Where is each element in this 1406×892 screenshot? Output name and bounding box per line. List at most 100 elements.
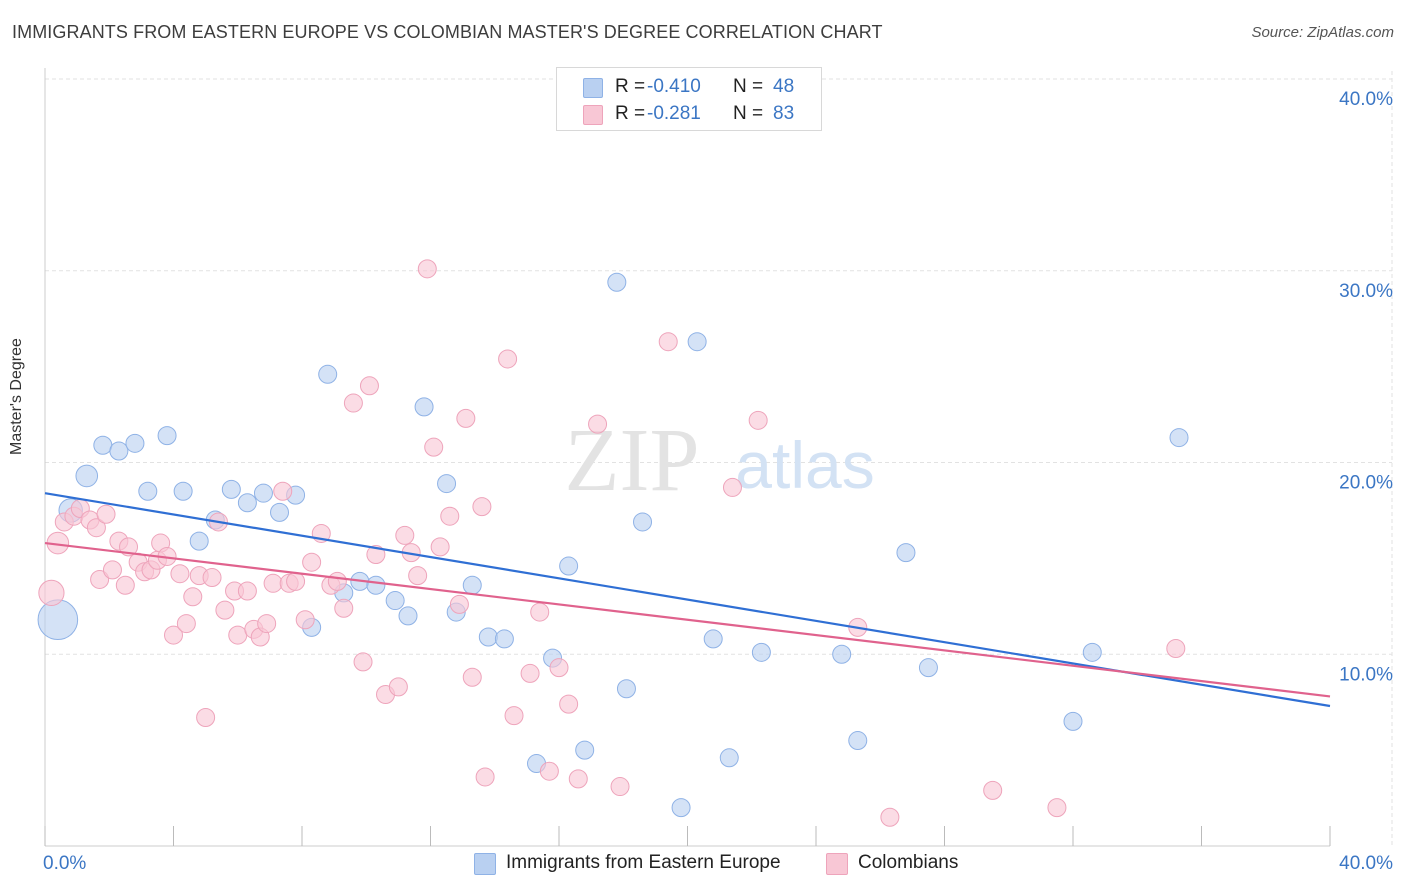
point-colombians: [102, 560, 122, 580]
point-colombians: [539, 761, 559, 781]
trend-layer: [44, 492, 1331, 708]
point-colombians: [588, 414, 608, 434]
point-eastern-europe: [1082, 642, 1102, 662]
bottom-legend-swatch-pink: [826, 853, 848, 875]
tick-label-layer: 10.0% 20.0% 30.0% 40.0% 0.0% 40.0%: [43, 89, 1393, 874]
point-colombians: [504, 706, 524, 726]
grid-layer: [45, 71, 1393, 846]
legend-r-label: R =: [615, 103, 646, 124]
point-colombians: [475, 767, 495, 787]
point-colombians: [273, 481, 293, 501]
point-eastern-europe: [607, 272, 627, 292]
point-eastern-europe: [237, 493, 257, 513]
point-colombians: [498, 349, 518, 369]
point-colombians: [530, 602, 550, 622]
point-eastern-europe: [1063, 711, 1083, 731]
point-colombians: [748, 410, 768, 430]
legend-n-label: N =: [733, 103, 764, 124]
point-eastern-europe: [687, 332, 707, 352]
point-eastern-europe: [157, 426, 177, 446]
source-label: Source: ZipAtlas.com: [1251, 24, 1394, 41]
point-eastern-europe: [138, 481, 158, 501]
axis-layer: [44, 68, 1331, 847]
point-colombians: [430, 537, 450, 557]
point-colombians: [722, 477, 742, 497]
point-eastern-europe: [832, 644, 852, 664]
point-eastern-europe: [616, 679, 636, 699]
point-eastern-europe: [385, 591, 405, 611]
point-colombians: [263, 573, 283, 593]
point-colombians: [388, 677, 408, 697]
point-colombians: [449, 594, 469, 614]
point-eastern-europe: [918, 658, 938, 678]
trend-line-colombians: [44, 541, 1331, 698]
point-eastern-europe: [221, 479, 241, 499]
point-eastern-europe: [671, 798, 691, 818]
legend-swatch-pink: [583, 105, 603, 125]
point-colombians: [286, 571, 306, 591]
bottom-legend-label: Colombians: [858, 852, 959, 873]
point-colombians: [1047, 798, 1067, 818]
point-colombians: [610, 777, 630, 797]
legend-r-label: R =: [615, 76, 646, 97]
legend-n-label: N =: [733, 76, 764, 97]
point-eastern-europe: [253, 483, 273, 503]
x-tick-label: 0.0%: [43, 853, 86, 874]
point-eastern-europe: [75, 464, 99, 488]
point-eastern-europe: [1169, 428, 1189, 448]
point-colombians: [462, 667, 482, 687]
point-colombians: [295, 610, 315, 630]
y-tick-label: 20.0%: [1339, 473, 1393, 494]
point-eastern-europe: [896, 543, 916, 563]
point-eastern-europe: [37, 599, 79, 641]
point-eastern-europe: [109, 441, 129, 461]
legend-swatch-blue: [583, 78, 603, 98]
y-tick-label: 10.0%: [1339, 664, 1393, 685]
point-eastern-europe: [93, 435, 113, 455]
point-colombians: [359, 376, 379, 396]
point-colombians: [164, 625, 183, 645]
point-eastern-europe: [125, 433, 145, 453]
point-colombians: [170, 564, 190, 584]
point-eastern-europe: [719, 748, 739, 768]
watermark-zip: ZIP: [565, 411, 700, 510]
point-eastern-europe: [462, 575, 482, 595]
point-colombians: [472, 497, 492, 517]
point-colombians: [237, 581, 257, 601]
point-colombians: [1166, 638, 1186, 658]
point-colombians: [520, 663, 540, 683]
point-colombians: [983, 780, 1003, 800]
points-layer: [37, 259, 1189, 827]
point-colombians: [90, 569, 110, 589]
point-colombians: [257, 614, 277, 634]
point-eastern-europe: [703, 629, 723, 649]
legend-r-value: -0.281: [647, 103, 701, 124]
point-colombians: [559, 694, 579, 714]
point-eastern-europe: [414, 397, 434, 417]
point-colombians: [568, 769, 588, 789]
point-colombians: [196, 708, 216, 728]
point-eastern-europe: [366, 575, 386, 595]
point-colombians: [38, 579, 65, 606]
point-colombians: [880, 807, 900, 827]
watermark-atlas: atlas: [735, 428, 874, 502]
point-colombians: [408, 566, 428, 586]
point-colombians: [215, 600, 235, 620]
point-colombians: [228, 625, 248, 645]
legend-r-value: -0.410: [647, 76, 701, 97]
point-eastern-europe: [494, 629, 514, 649]
point-colombians: [96, 504, 116, 524]
point-eastern-europe: [398, 606, 418, 626]
point-colombians: [176, 614, 196, 634]
point-colombians: [658, 332, 678, 352]
point-colombians: [366, 545, 386, 565]
point-colombians: [549, 658, 569, 678]
point-colombians: [424, 437, 444, 457]
point-colombians: [302, 552, 322, 572]
point-colombians: [115, 575, 135, 595]
point-colombians: [456, 408, 476, 428]
y-tick-label: 30.0%: [1339, 281, 1393, 302]
y-tick-label: 40.0%: [1339, 89, 1393, 110]
point-eastern-europe: [633, 512, 653, 532]
point-eastern-europe: [751, 642, 771, 662]
